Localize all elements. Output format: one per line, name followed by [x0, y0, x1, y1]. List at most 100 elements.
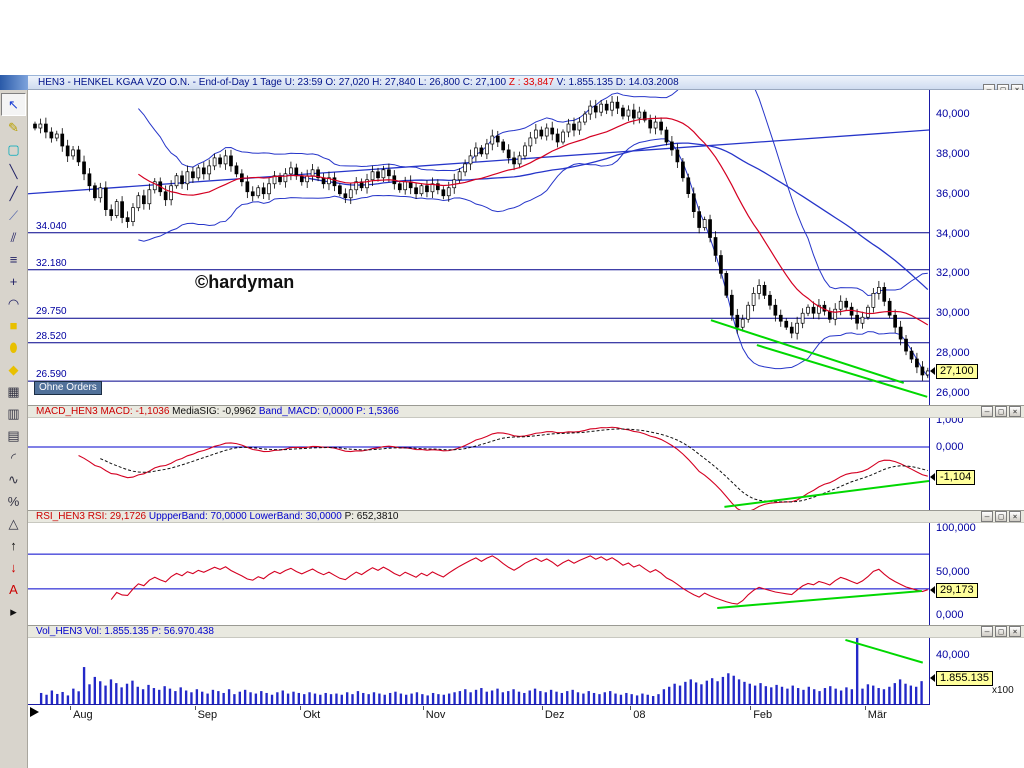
- pencil-tool[interactable]: ✎: [8, 120, 19, 135]
- price-axis: 40,000 38,000 36,000 34,000 32,000 30,000 28,0…: [930, 90, 1024, 405]
- orders-status: Ohne Orders: [34, 381, 102, 395]
- close-button[interactable]: ×: [1009, 406, 1021, 417]
- select-region-tool[interactable]: ▢: [7, 142, 20, 157]
- rect-shape-tool[interactable]: ■: [9, 318, 18, 333]
- rsi-panel-header: RSI_HEN3 RSI: 29,1726 UppperBand: 70,000…: [28, 510, 1024, 523]
- line-tool[interactable]: ╲: [9, 164, 18, 179]
- ellipse-shape-tool[interactable]: ⬮: [9, 340, 18, 355]
- axis-label: 1,000: [936, 418, 964, 426]
- trendline-tool[interactable]: ╱: [9, 186, 18, 201]
- axis-label: 34,000: [936, 227, 970, 240]
- time-axis-label: Nov: [425, 709, 446, 721]
- axis-label: 36,000: [936, 187, 970, 200]
- time-axis-tick: [541, 706, 543, 710]
- percent-tool[interactable]: %: [7, 494, 20, 509]
- window-title: HEN3 - HENKEL KGAA VZO O.N. - End-of-Day…: [38, 77, 679, 88]
- axis-label: 100,000: [936, 523, 976, 534]
- grid-tool[interactable]: ▦: [7, 384, 20, 399]
- time-axis-tick: [630, 706, 632, 710]
- window-titlebar[interactable]: HEN3 - HENKEL KGAA VZO O.N. - End-of-Day…: [28, 75, 1024, 90]
- triangle-tool[interactable]: △: [8, 516, 19, 531]
- time-axis-label: Mär: [867, 709, 887, 721]
- columns-tool[interactable]: ▥: [7, 406, 20, 421]
- horizontal-line-tool[interactable]: ≡: [9, 252, 18, 267]
- axis-label: 28,000: [936, 347, 970, 360]
- volume-unit-label: x100: [992, 685, 1014, 696]
- time-axis-tick: [750, 706, 752, 710]
- rsi-chart-canvas[interactable]: [28, 523, 930, 625]
- price-chart-canvas[interactable]: [28, 90, 930, 405]
- time-axis: Aug Sep Okt Nov Dez 08 Feb Mär: [28, 706, 930, 722]
- arc-tool[interactable]: ◜: [10, 450, 17, 465]
- axis-label: 40,000: [936, 649, 970, 661]
- time-axis-tick: [70, 706, 72, 710]
- macd-axis: 1,000 0,000: [930, 418, 1024, 510]
- close-button[interactable]: ×: [1009, 511, 1021, 522]
- volume-chart-canvas[interactable]: [28, 638, 930, 705]
- time-axis-label: Feb: [753, 709, 773, 721]
- axis-label: 38,000: [936, 147, 970, 160]
- volume-marker-arrow-icon: [930, 674, 935, 682]
- arrow-up-tool[interactable]: ↑: [10, 538, 17, 553]
- last-price-box: 27,100: [936, 364, 978, 379]
- macd-marker-arrow-icon: [930, 473, 935, 481]
- time-axis-tick: [300, 706, 302, 710]
- axis-label: 0,000: [936, 609, 964, 621]
- minimize-button[interactable]: –: [981, 406, 993, 417]
- rsi-axis: 100,000 50,000 0,000: [930, 523, 1024, 625]
- support-line-label: 29.750: [36, 306, 67, 318]
- watermark: ©hardyman: [195, 272, 295, 292]
- volume-header-text: Vol_HEN3 Vol: 1.855.135 P: 56.970.438: [36, 626, 214, 637]
- macd-chart-canvas[interactable]: [28, 418, 930, 510]
- rsi-marker-arrow-icon: [930, 586, 935, 594]
- macd-panel-header: MACD_HEN3 MACD: -1,1036 MediaSIG: -0,996…: [28, 405, 1024, 418]
- macd-value-box: -1,104: [936, 470, 976, 485]
- text-tool[interactable]: A: [9, 582, 18, 597]
- macd-window-controls: – □ ×: [979, 406, 1021, 417]
- price-marker-arrow-icon: [930, 367, 935, 375]
- time-axis-label: Aug: [73, 709, 93, 721]
- maximize-button[interactable]: □: [995, 511, 1007, 522]
- time-axis-tick: [194, 706, 196, 710]
- pointer-tool[interactable]: ↖: [1, 93, 26, 116]
- ray-tool[interactable]: ⟋: [8, 208, 19, 223]
- time-axis-label: 08: [633, 709, 646, 721]
- time-axis-label: Okt: [303, 709, 321, 721]
- rsi-header-text: RSI_HEN3 RSI: 29,1726 UppperBand: 70,000…: [36, 511, 399, 522]
- support-line-label: 34.040: [36, 220, 67, 232]
- volume-window-controls: – □ ×: [979, 626, 1021, 637]
- axis-label: 50,000: [936, 565, 970, 578]
- maximize-button[interactable]: □: [995, 406, 1007, 417]
- macd-header-text: MACD_HEN3 MACD: -1,1036 MediaSIG: -0,996…: [36, 406, 399, 417]
- volume-value-box: 1.855.135: [936, 671, 993, 686]
- axis-label: 0,000: [936, 441, 964, 453]
- curve-tool[interactable]: ◠: [7, 296, 20, 311]
- axis-label: 26,000: [936, 387, 970, 399]
- rsi-value-box: 29,173: [936, 583, 978, 598]
- axis-label: 30,000: [936, 307, 970, 320]
- window-icon[interactable]: [0, 75, 28, 91]
- bars-tool[interactable]: ▤: [7, 428, 20, 443]
- time-axis-tick: [864, 706, 866, 710]
- axis-label: 32,000: [936, 267, 970, 280]
- support-line-label: 26.590: [36, 369, 67, 381]
- marker-tool[interactable]: ▸: [10, 604, 17, 619]
- close-button[interactable]: ×: [1009, 626, 1021, 637]
- wave-tool[interactable]: ∿: [8, 472, 19, 487]
- support-line-label: 28.520: [36, 330, 67, 342]
- support-line-label: 32.180: [36, 257, 67, 269]
- axis-label: 40,000: [936, 107, 970, 120]
- left-toolbar: ↖ ✎ ▢ ╲ ╱ ⟋ ⫽ ≡ + ◠ ■ ⬮ ◆ ▦ ▥ ▤ ◜ ∿% △ ↑ ↓ A ▸: [0, 90, 28, 768]
- arrow-down-tool[interactable]: ↓: [10, 560, 17, 575]
- diamond-shape-tool[interactable]: ◆: [8, 362, 19, 377]
- minimize-button[interactable]: –: [981, 511, 993, 522]
- rsi-window-controls: – □ ×: [979, 511, 1021, 522]
- time-axis-label: Dez: [544, 709, 565, 721]
- time-axis-label: Sep: [197, 709, 218, 721]
- cross-tool[interactable]: +: [9, 274, 18, 289]
- parallel-lines-tool[interactable]: ⫽: [10, 230, 17, 245]
- minimize-button[interactable]: –: [981, 626, 993, 637]
- scroll-marker[interactable]: [30, 707, 39, 717]
- volume-panel-header: Vol_HEN3 Vol: 1.855.135 P: 56.970.438 – □…: [28, 625, 1024, 638]
- maximize-button[interactable]: □: [995, 626, 1007, 637]
